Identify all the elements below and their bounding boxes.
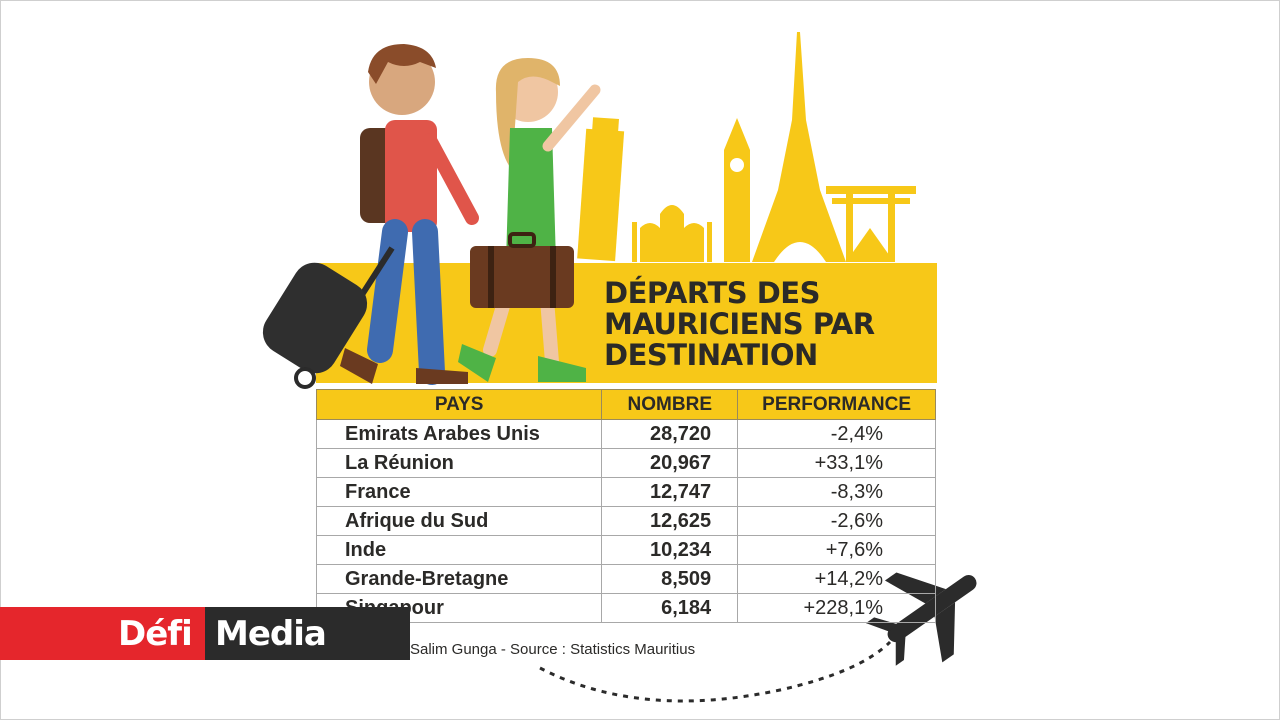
table-row: Grande-Bretagne 8,509 +14,2% [315,564,936,594]
table-row: Emirats Arabes Unis 28,720 -2,4% [315,419,936,449]
cell-nombre: 12,625 [601,506,739,536]
logo-text-defi: Défi [118,614,193,654]
header-nombre: NOMBRE [601,389,739,420]
traveler-man-icon [262,44,479,389]
cell-pays: Inde [315,535,603,565]
table-row: Inde 10,234 +7,6% [315,535,936,565]
title-line-3: DESTINATION [604,338,818,372]
table-header-row: PAYS NOMBRE PERFORMANCE [315,389,936,420]
cell-pays: La Réunion [315,448,603,478]
cell-pays: Afrique du Sud [315,506,603,536]
cell-performance: +7,6% [737,535,936,565]
title-line-1: DÉPARTS DES [604,276,820,310]
defimedia-logo-banner: Défi Media [0,607,410,660]
cell-nombre: 8,509 [601,564,739,594]
flight-path [539,640,892,703]
infographic-title: DÉPARTS DES MAURICIENS PAR DESTINATION [604,278,924,371]
logo-red-block [0,607,205,660]
table-row: La Réunion 20,967 +33,1% [315,448,936,478]
logo-text-media: Media [215,614,327,654]
cell-pays: France [315,477,603,507]
suitcase-icon [470,232,574,308]
header-pays: PAYS [315,389,603,420]
cell-performance: -2,6% [737,506,936,536]
source-credit: Salim Gunga - Source : Statistics Maurit… [410,641,696,658]
cell-nombre: 28,720 [601,419,739,449]
table-row: France 12,747 -8,3% [315,477,936,507]
cell-pays: Grande-Bretagne [315,564,603,594]
cell-pays: Emirats Arabes Unis [315,419,603,449]
cell-performance: +14,2% [737,564,936,594]
cell-performance: -2,4% [737,419,936,449]
cell-nombre: 6,184 [601,593,739,623]
title-line-2: MAURICIENS PAR [604,307,875,341]
landmarks-skyline [577,32,916,262]
header-performance: PERFORMANCE [737,389,936,420]
cell-performance: +33,1% [737,448,936,478]
cell-performance: -8,3% [737,477,936,507]
cell-nombre: 20,967 [601,448,739,478]
cell-performance: +228,1% [737,593,936,623]
cell-nombre: 12,747 [601,477,739,507]
table-row: Afrique du Sud 12,625 -2,6% [315,506,936,536]
cell-nombre: 10,234 [601,535,739,565]
departures-table: PAYS NOMBRE PERFORMANCE Emirats Arabes U… [315,389,936,623]
